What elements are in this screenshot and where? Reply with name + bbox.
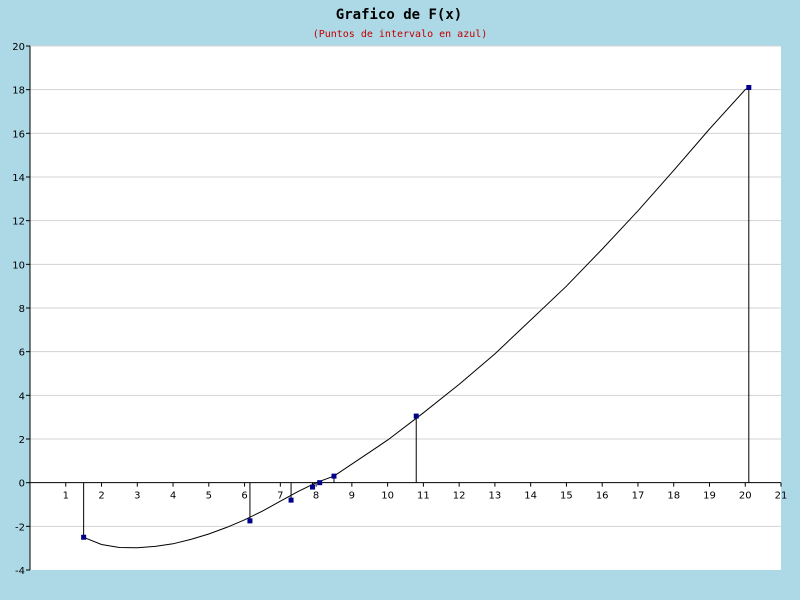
x-tick-label: 19 xyxy=(703,491,716,502)
interval-points xyxy=(81,84,752,540)
x-tick-label: 21 xyxy=(775,491,788,502)
y-tick-label: 18 xyxy=(12,86,25,97)
x-tick-label: 20 xyxy=(739,491,752,502)
x-tick-label: 3 xyxy=(134,491,140,502)
x-tick-label: 5 xyxy=(206,491,212,502)
y-tick-label: 16 xyxy=(12,129,25,140)
y-tick-label: 2 xyxy=(19,435,25,446)
x-tick-label: 7 xyxy=(277,491,283,502)
x-tick-label: 11 xyxy=(417,491,430,502)
x-tick-label: 6 xyxy=(241,491,247,502)
function-curve xyxy=(83,87,750,549)
y-tick-label: 0 xyxy=(19,479,25,490)
y-tick-label: 10 xyxy=(12,260,25,271)
x-tick-label: 10 xyxy=(381,491,394,502)
x-axis-tick-labels: 1 2 3 4 5 6 7 8 9 10 11 12 13 14 15 16 17 18 19 20 21 xyxy=(63,482,788,502)
x-tick-label: 15 xyxy=(560,491,573,502)
interval-point xyxy=(310,484,316,490)
x-tick-label: 1 xyxy=(63,491,69,502)
x-tick-label: 14 xyxy=(524,491,537,502)
y-tick-label: 8 xyxy=(19,304,25,315)
y-tick-label: 4 xyxy=(19,391,25,402)
interval-point xyxy=(81,534,87,540)
chart-subtitle: (Puntos de intervalo en azul) xyxy=(313,29,488,40)
x-tick-label: 8 xyxy=(313,491,319,502)
interval-point xyxy=(746,84,752,90)
y-tick-label: 12 xyxy=(12,217,25,228)
interval-point xyxy=(247,518,253,524)
function-curve-layer xyxy=(83,87,750,549)
y-tick-label: 6 xyxy=(19,348,25,359)
y-axis-tick-labels: -4 -2 0 2 4 6 8 10 12 14 16 18 20 xyxy=(12,42,30,577)
interval-drop-lines xyxy=(83,87,750,538)
interval-point xyxy=(288,497,294,503)
x-tick-label: 18 xyxy=(667,491,680,502)
x-tick-label: 16 xyxy=(596,491,609,502)
grid-lines xyxy=(30,45,781,527)
y-tick-label: 14 xyxy=(12,173,25,184)
interval-point xyxy=(317,480,323,486)
x-tick-label: 12 xyxy=(453,491,466,502)
y-tick-label: 20 xyxy=(12,42,25,53)
y-tick-label: -2 xyxy=(15,522,25,533)
y-tick-label: -4 xyxy=(15,566,25,577)
x-tick-label: 4 xyxy=(170,491,176,502)
chart-title: Grafico de F(x) xyxy=(336,7,462,23)
x-tick-label: 2 xyxy=(98,491,104,502)
x-tick-label: 9 xyxy=(349,491,355,502)
interval-point xyxy=(331,473,337,479)
x-tick-label: 13 xyxy=(489,491,502,502)
x-tick-label: 17 xyxy=(632,491,645,502)
interval-point xyxy=(413,413,419,419)
